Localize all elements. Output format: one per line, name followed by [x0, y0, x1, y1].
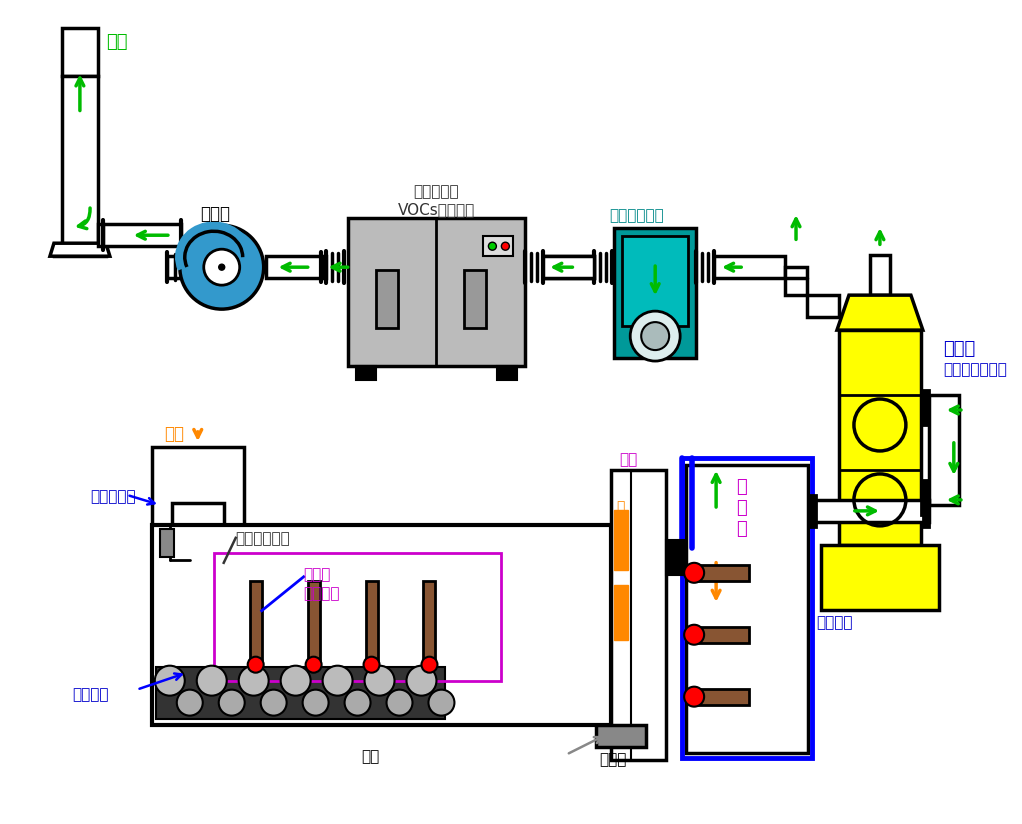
- Bar: [347, 218, 525, 366]
- Circle shape: [421, 657, 437, 672]
- Text: 焚
烧
气
体: 焚 烧 气 体: [616, 500, 624, 563]
- Bar: [614, 510, 629, 570]
- Text: 排放: 排放: [106, 34, 128, 51]
- Bar: [694, 689, 749, 705]
- Text: 水喷淋: 水喷淋: [943, 340, 975, 358]
- Bar: [929, 395, 959, 505]
- Polygon shape: [837, 295, 923, 330]
- Bar: [544, 256, 594, 279]
- Bar: [614, 585, 629, 639]
- Circle shape: [489, 242, 497, 250]
- Bar: [464, 270, 486, 328]
- Text: 出料口: 出料口: [599, 752, 626, 768]
- Bar: [666, 540, 686, 575]
- Text: 进料推杆: 进料推杆: [72, 686, 108, 702]
- Bar: [172, 503, 224, 525]
- Bar: [375, 270, 398, 328]
- Circle shape: [177, 690, 202, 715]
- Bar: [694, 627, 749, 643]
- Text: 焚烧室密封门: 焚烧室密封门: [236, 531, 290, 545]
- Bar: [714, 256, 785, 279]
- Circle shape: [203, 249, 240, 285]
- Bar: [611, 470, 666, 760]
- Circle shape: [219, 265, 225, 270]
- Circle shape: [684, 563, 704, 583]
- Bar: [62, 29, 98, 77]
- Bar: [155, 667, 446, 719]
- Bar: [810, 495, 816, 527]
- Bar: [921, 480, 929, 515]
- Circle shape: [323, 666, 353, 695]
- Bar: [152, 525, 611, 724]
- Text: 烟道: 烟道: [619, 452, 638, 467]
- Text: 灰烬: 灰烬: [362, 750, 380, 765]
- Circle shape: [631, 311, 681, 361]
- Bar: [54, 246, 106, 256]
- Text: 进料: 进料: [164, 425, 184, 443]
- Bar: [214, 553, 502, 681]
- Text: 二
燃
室: 二 燃 室: [736, 478, 747, 537]
- Bar: [62, 77, 98, 251]
- Bar: [923, 495, 929, 527]
- Circle shape: [306, 657, 322, 672]
- Text: 焚烧区: 焚烧区: [304, 567, 331, 582]
- Bar: [498, 366, 517, 380]
- Bar: [921, 390, 929, 425]
- Text: 气液分离装置: 气液分离装置: [609, 208, 664, 223]
- Text: 等离子枪: 等离子枪: [816, 615, 852, 630]
- Bar: [614, 228, 696, 358]
- Bar: [839, 330, 921, 545]
- Bar: [167, 256, 181, 279]
- Circle shape: [239, 666, 269, 695]
- Text: 等离子枪: 等离子枪: [304, 586, 340, 601]
- Bar: [622, 236, 688, 326]
- Polygon shape: [50, 243, 109, 256]
- Circle shape: [364, 657, 379, 672]
- Circle shape: [365, 666, 394, 695]
- Text: （降尘、除酸）: （降尘、除酸）: [943, 362, 1007, 377]
- Circle shape: [684, 625, 704, 644]
- Bar: [785, 267, 807, 295]
- Circle shape: [386, 690, 413, 715]
- Bar: [544, 256, 594, 279]
- Circle shape: [261, 690, 286, 715]
- Bar: [159, 529, 174, 557]
- Circle shape: [281, 666, 311, 695]
- Circle shape: [684, 686, 704, 707]
- Text: 进料密封门: 进料密封门: [90, 489, 136, 504]
- Circle shape: [502, 242, 509, 250]
- Bar: [98, 224, 103, 246]
- Text: VOCs处理装置: VOCs处理装置: [398, 202, 475, 218]
- Bar: [807, 295, 839, 317]
- Text: 引风机: 引风机: [199, 205, 230, 223]
- Circle shape: [428, 690, 455, 715]
- Bar: [323, 256, 326, 279]
- Bar: [686, 465, 808, 752]
- Bar: [103, 224, 181, 246]
- Bar: [596, 724, 646, 747]
- Circle shape: [303, 690, 329, 715]
- Circle shape: [197, 666, 227, 695]
- Bar: [356, 366, 375, 380]
- Circle shape: [154, 666, 185, 695]
- Circle shape: [407, 666, 436, 695]
- Bar: [812, 500, 929, 522]
- Circle shape: [180, 225, 264, 309]
- Bar: [694, 564, 749, 581]
- Bar: [423, 581, 435, 662]
- Circle shape: [344, 690, 371, 715]
- Bar: [483, 236, 513, 256]
- Circle shape: [641, 322, 669, 350]
- Circle shape: [219, 690, 244, 715]
- Bar: [266, 256, 321, 279]
- Bar: [366, 581, 377, 662]
- Bar: [308, 581, 320, 662]
- Bar: [249, 581, 262, 662]
- Bar: [682, 458, 812, 757]
- Bar: [152, 447, 243, 525]
- Bar: [821, 545, 939, 610]
- Text: 高温等离子: 高温等离子: [414, 185, 459, 199]
- Bar: [870, 255, 890, 295]
- Circle shape: [247, 657, 264, 672]
